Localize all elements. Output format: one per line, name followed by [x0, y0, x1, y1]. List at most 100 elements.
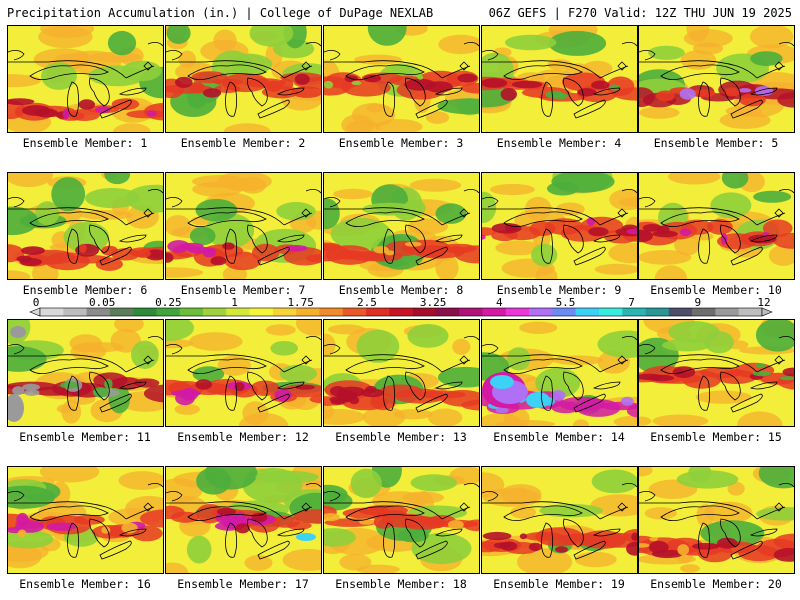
colorbar-tick-label: 12	[757, 296, 770, 309]
colorbar-swatch	[272, 308, 297, 316]
precip-map	[324, 26, 479, 132]
great-lakes-outline	[324, 189, 479, 266]
precip-map	[639, 320, 794, 426]
colorbar-tick-label: 1	[231, 296, 238, 309]
great-lakes-outline	[8, 483, 163, 560]
ensemble-member-label: Ensemble Member: 5	[653, 136, 779, 150]
colorbar-tick-label: 0.25	[155, 296, 182, 309]
precip-map	[166, 320, 321, 426]
precip-map	[324, 173, 479, 279]
ensemble-member-label: Ensemble Member: 12	[177, 430, 309, 444]
colorbar-right-arrow	[761, 307, 773, 317]
great-lakes-outline	[8, 189, 163, 266]
colorbar-tick-label: 1.75	[287, 296, 314, 309]
precip-map	[166, 26, 321, 132]
header-run-info: 06Z GEFS | F270 Valid: 12Z THU JUN 19 20…	[488, 6, 792, 20]
ensemble-member-label: Ensemble Member: 20	[650, 577, 782, 591]
great-lakes-outline	[166, 42, 321, 119]
ensemble-member-label: Ensemble Member: 16	[19, 577, 151, 591]
colorbar-swatch	[435, 308, 460, 316]
colorbar-tick-label: 2.5	[357, 296, 377, 309]
header-title: Precipitation Accumulation (in.) | Colle…	[7, 6, 434, 20]
ensemble-member-label: Ensemble Member: 1	[22, 136, 148, 150]
ensemble-map-panel	[7, 466, 164, 574]
ensemble-map-panel	[638, 319, 795, 427]
ensemble-map-panel	[165, 25, 322, 133]
ensemble-map-panel	[165, 172, 322, 280]
great-lakes-outline	[166, 483, 321, 560]
colorbar-swatch	[319, 308, 344, 316]
colorbar-swatch	[342, 308, 367, 316]
ensemble-map-panel	[323, 466, 480, 574]
precip-map	[482, 467, 637, 573]
great-lakes-outline	[8, 336, 163, 413]
ensemble-member-label: Ensemble Member: 7	[180, 283, 306, 297]
ensemble-map-panel	[7, 319, 164, 427]
colorbar-left-arrow	[29, 307, 41, 317]
ensemble-member-label: Ensemble Member: 4	[496, 136, 622, 150]
colorbar-swatch	[692, 308, 716, 316]
ensemble-map-panel	[323, 25, 480, 133]
precip-map	[482, 173, 637, 279]
ensemble-map-panel	[481, 319, 638, 427]
ensemble-member-label: Ensemble Member: 6	[22, 283, 148, 297]
precip-map	[639, 467, 794, 573]
colorbar-swatch	[86, 308, 111, 316]
colorbar-tick-label: 7	[628, 296, 635, 309]
ensemble-map-panel	[7, 25, 164, 133]
ensemble-member-label: Ensemble Member: 9	[496, 283, 622, 297]
colorbar-tick-label: 0.05	[89, 296, 116, 309]
colorbar: 0 0.05 0.25 1 1.75 2.5 3.25 4 5.5 7 9 12	[29, 296, 773, 317]
colorbar-tick-label: 0	[33, 296, 40, 309]
precip-map	[8, 173, 163, 279]
precip-map	[8, 467, 163, 573]
precip-map	[482, 26, 637, 132]
ensemble-member-label: Ensemble Member: 10	[650, 283, 782, 297]
colorbar-swatch	[668, 308, 693, 316]
colorbar-tick-label: 3.25	[420, 296, 447, 309]
ensemble-member-label: Ensemble Member: 8	[338, 283, 464, 297]
great-lakes-outline	[324, 42, 479, 119]
colorbar-swatch	[109, 308, 134, 316]
colorbar-swatch	[40, 308, 64, 316]
ensemble-member-label: Ensemble Member: 13	[335, 430, 467, 444]
colorbar-swatch	[133, 308, 157, 316]
ensemble-member-label: Ensemble Member: 2	[180, 136, 306, 150]
precip-map	[482, 320, 637, 426]
colorbar-swatch	[715, 308, 740, 316]
colorbar-swatch	[459, 308, 483, 316]
colorbar-swatch	[552, 308, 576, 316]
great-lakes-outline	[639, 336, 794, 413]
colorbar-swatch	[738, 308, 763, 316]
ensemble-map-panel	[7, 172, 164, 280]
precip-map	[324, 467, 479, 573]
colorbar-swatch	[389, 308, 413, 316]
colorbar-swatch	[226, 308, 250, 316]
ensemble-member-label: Ensemble Member: 14	[493, 430, 625, 444]
ensemble-member-label: Ensemble Member: 3	[338, 136, 464, 150]
colorbar-tick-label: 5.5	[556, 296, 576, 309]
ensemble-map-panel	[481, 466, 638, 574]
ensemble-member-label: Ensemble Member: 11	[19, 430, 151, 444]
colorbar-swatch	[249, 308, 274, 316]
colorbar-swatch	[203, 308, 227, 316]
precip-map	[639, 26, 794, 132]
ensemble-map-panel	[638, 172, 795, 280]
great-lakes-outline	[482, 189, 637, 266]
precip-map	[639, 173, 794, 279]
ensemble-map-panel	[481, 25, 638, 133]
great-lakes-outline	[166, 189, 321, 266]
ensemble-member-label: Ensemble Member: 17	[177, 577, 309, 591]
ensemble-map-panel	[323, 319, 480, 427]
ensemble-member-label: Ensemble Member: 15	[650, 430, 782, 444]
great-lakes-outline	[482, 483, 637, 560]
ensemble-member-label: Ensemble Member: 19	[493, 577, 625, 591]
colorbar-swatch	[366, 308, 390, 316]
colorbar-tick-label: 4	[496, 296, 503, 309]
colorbar-swatch	[505, 308, 530, 316]
colorbar-swatch	[412, 308, 437, 316]
precip-map	[8, 26, 163, 132]
ensemble-map-panel	[481, 172, 638, 280]
precip-map	[324, 320, 479, 426]
great-lakes-outline	[324, 336, 479, 413]
